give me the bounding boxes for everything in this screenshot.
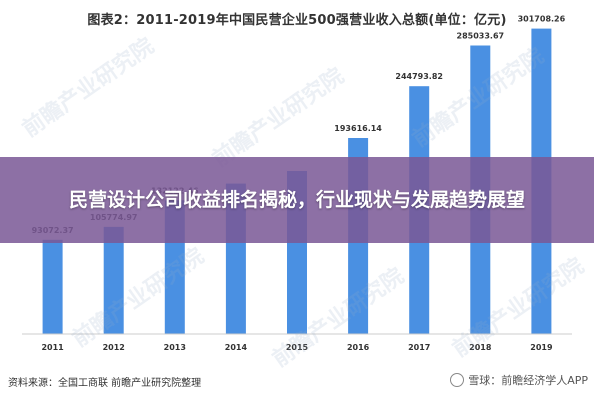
chart-title: 图表2：2011-2019年中国民营企业500强营业收入总额(单位：亿元) bbox=[87, 13, 507, 28]
data-label-2016: 193616.14 bbox=[334, 124, 382, 133]
x-tick-2012: 2012 bbox=[103, 343, 125, 352]
x-tick-2018: 2018 bbox=[469, 343, 492, 352]
bar-2011 bbox=[42, 239, 63, 334]
source-note: 资料来源：全国工商联 前瞻产业研究院整理 bbox=[8, 378, 202, 389]
x-tick-2019: 2019 bbox=[530, 343, 553, 352]
overlay-banner: 民营设计公司收益排名揭秘，行业现状与发展趋势展望 bbox=[0, 157, 594, 243]
brand-logo-icon bbox=[450, 373, 465, 387]
x-tick-2015: 2015 bbox=[286, 343, 309, 352]
bar-2012 bbox=[103, 226, 124, 334]
article-title: 民营设计公司收益排名揭秘，行业现状与发展趋势展望 bbox=[68, 189, 525, 211]
x-tick-2013: 2013 bbox=[164, 343, 186, 352]
footer-brand-text: 雪球：前瞻经济学人APP bbox=[468, 374, 588, 387]
x-tick-2017: 2017 bbox=[408, 343, 430, 352]
x-tick-2016: 2016 bbox=[347, 343, 370, 352]
data-label-2019: 301708.26 bbox=[518, 15, 566, 24]
x-tick-2014: 2014 bbox=[225, 343, 248, 352]
x-tick-2011: 2011 bbox=[41, 343, 64, 352]
data-label-2017: 244793.82 bbox=[395, 72, 443, 81]
footer-brand: 雪球：前瞻经济学人APP bbox=[450, 372, 588, 388]
data-label-2018: 285033.67 bbox=[457, 32, 505, 41]
